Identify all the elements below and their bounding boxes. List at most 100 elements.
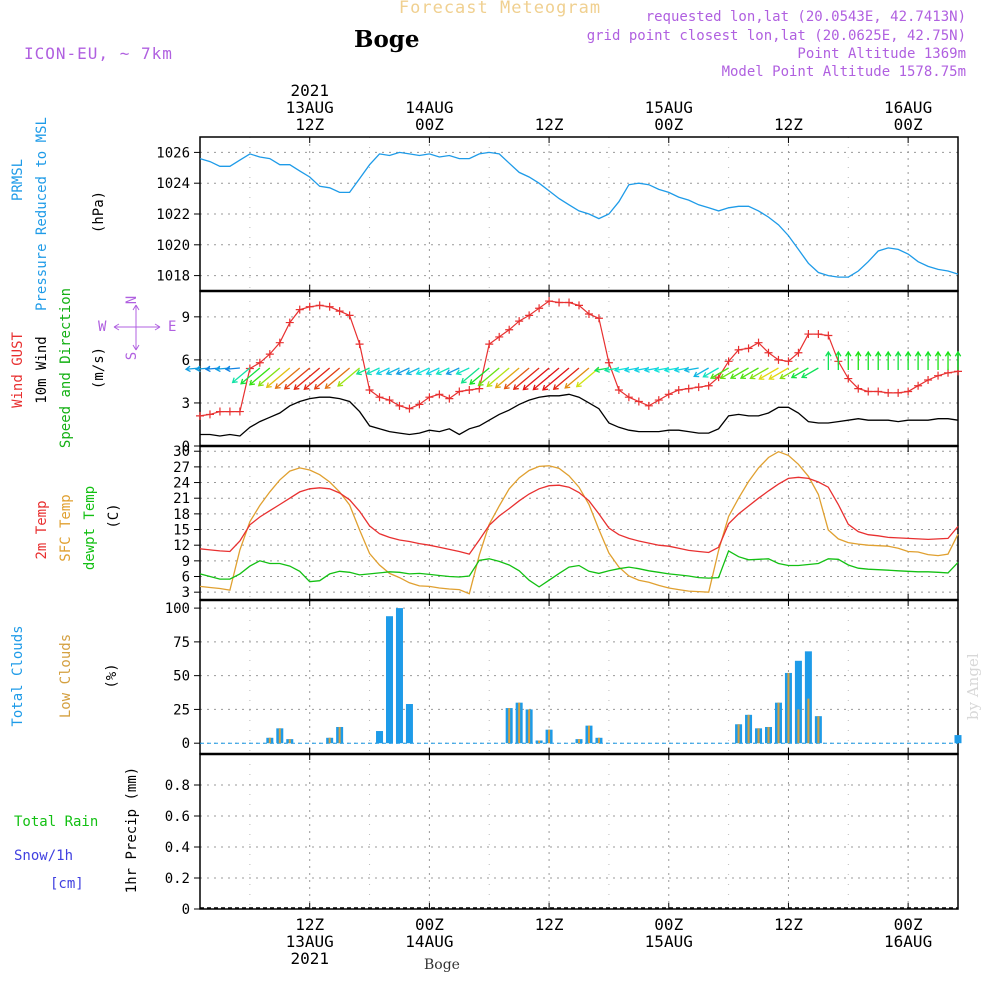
gust-point [864,387,873,396]
label-percent: (%) [104,663,120,688]
wind-arrow [884,350,892,370]
wind-arrow-head [653,366,660,373]
wind-arrow-head [790,372,797,379]
wind-arrow [486,367,510,388]
top-time-label: 2021 [290,81,329,100]
wind-arrow-shaft [456,367,470,375]
wind-arrow-head [494,382,501,389]
series-10m-wind [200,393,959,437]
wind-arrow-head [425,369,432,376]
y-tick-label: 25 [173,702,190,718]
label-10m-wind: 10m Wind [34,336,50,403]
low-clouds-bar [767,726,770,744]
gust-point [634,397,643,406]
wind-arrow [855,350,862,370]
wind-arrow-head [874,350,882,357]
wind-arrow-head [779,373,786,380]
y-tick-label: 1020 [156,238,190,254]
label-snow-1h: Snow/1h [14,848,73,864]
gust-point [465,386,474,395]
wind-arrow-shaft [513,367,540,390]
wind-arrow [758,367,779,380]
wind-arrow [293,367,321,390]
wind-arrow-shaft [436,367,450,375]
gust-point [425,393,434,402]
gust-point [515,317,524,326]
wind-arrow-shaft [495,367,520,389]
wind-arrow-shaft [258,367,281,387]
gust-point [644,401,653,410]
wind-arrow [231,367,251,384]
gust-point [854,384,863,393]
gust-point [335,307,344,316]
gust-point [654,396,663,405]
gust-point [914,381,923,390]
wind-arrow-head [240,378,247,385]
gust-point [844,374,853,383]
wind-arrow [224,365,240,373]
gust-point [594,314,603,323]
wind-arrow [729,367,749,380]
wind-arrow-head [460,377,467,384]
wind-arrow [375,367,390,376]
wind-arrow-head [884,350,892,357]
bottom-time-label: 00Z [894,915,923,934]
wind-arrow-head [904,350,912,357]
gust-point [804,330,813,339]
wind-arrow-shaft [356,367,370,375]
gust-point [345,311,354,320]
wind-arrow-shaft [240,367,261,385]
label-speed-direction: Speed and Direction [58,288,74,448]
label-wind-gust: Wind GUST [10,332,26,408]
gust-point [734,345,743,354]
y-tick-label: 1026 [156,145,190,161]
panel-wind: 0 3 6 9 [182,290,959,455]
low-clouds-bar [268,737,271,744]
y-tick-label: 1024 [156,176,190,192]
wind-arrow [954,350,962,370]
total-clouds-bar [804,651,812,744]
grid-point-coords: grid point closest lon,lat (20.0625E, 42… [586,28,966,44]
wind-arrow-head [702,372,709,378]
gust-point [614,386,623,395]
low-clouds-bar [528,709,531,744]
gust-point [235,407,244,416]
wind-arrow-shaft [293,367,321,390]
wind-arrow-head [845,350,852,357]
top-time-label: 15AUG [645,98,693,117]
model-label: ICON-EU, ~ 7km [24,44,173,63]
gust-point [395,401,404,410]
wind-arrow-shaft [249,367,271,386]
wind-arrow-shaft [504,367,530,390]
wind-arrow [522,367,550,391]
wind-arrow-head [324,383,331,390]
wind-arrow [303,367,331,390]
gust-point [904,387,913,396]
y-tick-label: 3 [182,585,190,601]
wind-arrow-shaft [386,367,400,375]
y-tick-label: 9 [182,554,190,570]
wind-arrow-shaft [426,367,440,375]
wind-arrow [313,367,341,390]
wind-arrow-head [214,365,221,373]
wind-arrow [324,367,351,390]
gust-point [275,338,284,347]
panel-frame [199,753,959,910]
label-1hr-precip: 1hr Precip (mm) [124,767,140,893]
gust-point [824,331,833,340]
wind-arrow [240,367,261,385]
wind-arrow-shaft [232,367,251,383]
wind-arrow-shaft [759,367,779,380]
wind-arrow-shaft [284,367,311,390]
low-clouds-bar [508,708,511,744]
gust-point [784,357,793,366]
y-tick-label: 0.2 [165,871,190,887]
low-clouds-bar [328,737,331,744]
low-clouds-bar [787,672,790,744]
low-clouds-bar [597,737,600,744]
wind-arrow [405,367,420,376]
wind-arrow [503,367,530,390]
panel-pressure: 1018 1020 1022 1024 1026 [156,136,959,292]
low-clouds-bar [747,714,750,744]
